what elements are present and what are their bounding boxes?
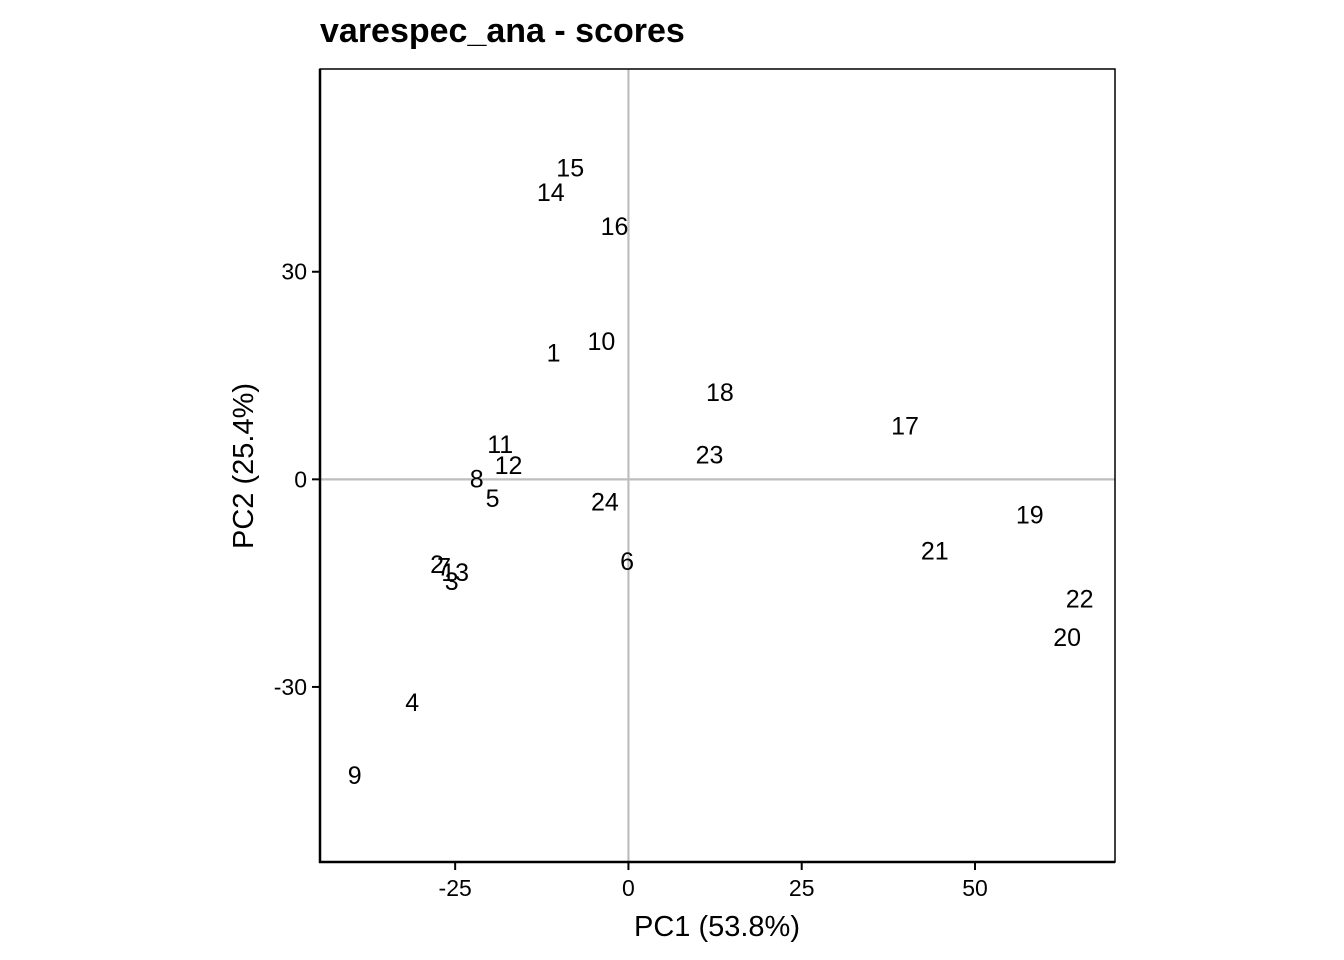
- point-label-8: 8: [470, 466, 484, 494]
- point-label-7: 7: [437, 554, 451, 582]
- y-axis-ticks: 30 0 -30: [274, 259, 320, 700]
- point-label-15: 15: [556, 154, 584, 182]
- point-label-12: 12: [495, 452, 523, 480]
- y-tick-label: -30: [274, 674, 307, 700]
- point-label-23: 23: [696, 441, 724, 469]
- x-tick-label: 0: [622, 875, 635, 901]
- plot-frame: [318, 68, 1116, 864]
- point-label-9: 9: [348, 762, 362, 790]
- y-axis-title: PC2 (25.4%): [228, 383, 260, 549]
- chart-title: varespec_ana - scores: [320, 12, 685, 50]
- point-label-13: 13: [441, 559, 469, 587]
- point-label-16: 16: [601, 213, 629, 241]
- point-label-24: 24: [591, 488, 619, 516]
- y-tick-label: 30: [281, 259, 307, 285]
- point-label-14: 14: [537, 179, 565, 207]
- x-tick-label: -25: [439, 875, 472, 901]
- x-tick-label: 50: [962, 875, 988, 901]
- point-label-10: 10: [587, 328, 615, 356]
- point-label-6: 6: [620, 548, 634, 576]
- point-label-2: 2: [430, 551, 444, 579]
- point-label-21: 21: [921, 538, 949, 566]
- point-label-22: 22: [1066, 585, 1094, 613]
- point-label-3: 3: [445, 568, 459, 596]
- x-axis-title: PC1 (53.8%): [634, 911, 800, 943]
- point-label-1: 1: [547, 340, 561, 368]
- point-label-4: 4: [405, 689, 419, 717]
- reference-lines: [320, 69, 1115, 862]
- point-label-19: 19: [1016, 502, 1044, 530]
- point-label-18: 18: [706, 379, 734, 407]
- point-label-17: 17: [891, 412, 919, 440]
- y-tick-label: 0: [294, 466, 307, 492]
- x-axis-ticks: -25 0 25 50: [439, 862, 988, 901]
- point-label-5: 5: [486, 485, 500, 513]
- x-tick-label: 25: [789, 875, 815, 901]
- point-label-20: 20: [1053, 624, 1081, 652]
- point-label-11: 11: [487, 431, 513, 459]
